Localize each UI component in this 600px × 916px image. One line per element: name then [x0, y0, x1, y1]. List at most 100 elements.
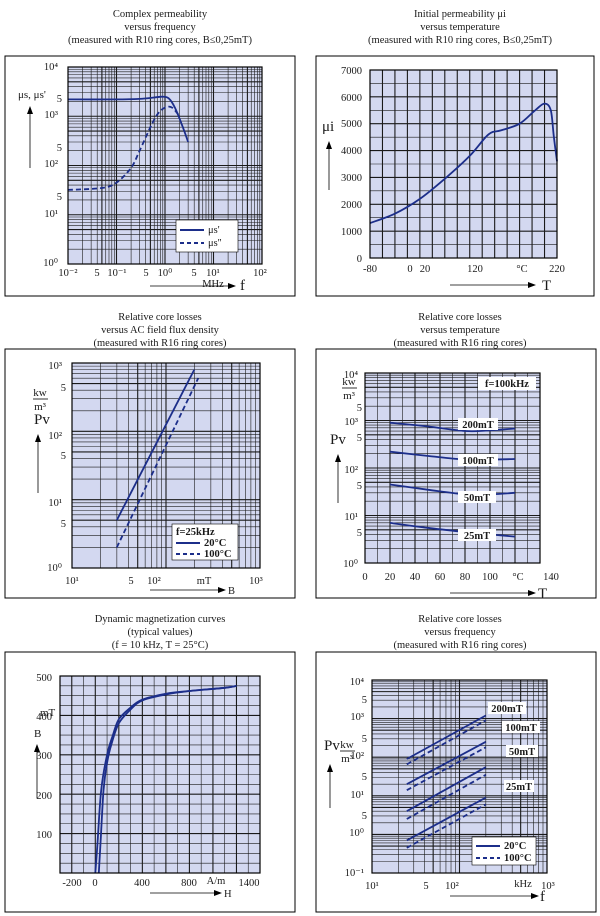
y-tick-label: 5	[357, 403, 362, 414]
series-line-0	[369, 102, 558, 224]
x-tick-label: 5	[191, 268, 196, 279]
y-tick-label: 500	[36, 673, 52, 684]
y-tick-label: 10³	[44, 110, 58, 121]
legend-label: 100°C	[504, 853, 532, 864]
x-unit-label: °C	[512, 572, 523, 583]
frequency-annotation: f=100kHz	[485, 379, 529, 390]
y-tick-label: 10⁰	[47, 562, 63, 574]
chart-title-line-1: Relative core losses	[418, 312, 501, 323]
x-axis-label: B	[228, 586, 235, 597]
y-tick-label: 10²	[350, 751, 364, 762]
chart-panel-frame	[4, 348, 296, 599]
data-curves	[115, 369, 200, 548]
y-unit-denominator: m³	[343, 390, 356, 402]
y-tick-label: 5	[61, 519, 66, 530]
legend-label: 100°C	[204, 549, 232, 560]
x-tick-label: 10⁰	[158, 267, 174, 279]
x-tick-label: 5	[94, 268, 99, 279]
chart-title-line-2: versus temperature	[420, 325, 500, 336]
chart-dynamic-magnetization: Dynamic magnetization curves (typical va…	[4, 614, 296, 913]
chart-title-line-2: (typical values)	[127, 627, 193, 638]
chart-losses-vs-frequency: Relative core losses versus frequency (m…	[315, 614, 597, 913]
series-line-4	[406, 766, 487, 812]
y-tick-label: 400	[36, 712, 52, 723]
x-tick-label: 400	[134, 878, 150, 889]
curve-label: 25mT	[506, 782, 532, 793]
chart-title-line-1: Dynamic magnetization curves	[95, 614, 226, 625]
x-tick-label: 0	[407, 264, 412, 275]
y-tick-label: 5	[357, 481, 362, 492]
y-tick-label: 3000	[341, 173, 362, 184]
y-tick-label: 10⁰	[349, 827, 365, 839]
x-tick-label: 10²	[147, 576, 161, 587]
y-unit-denominator: m³	[34, 401, 47, 413]
y-axis-label: μi	[322, 119, 334, 135]
x-tick-label: 10¹	[65, 576, 79, 587]
x-unit-label: A/m	[207, 876, 226, 887]
chart-title-line-1: Relative core losses	[418, 614, 501, 625]
y-tick-label: 0	[357, 254, 362, 265]
chart-title-line-1: Complex permeability	[113, 9, 208, 20]
x-axis-label: T	[538, 586, 547, 602]
x-tick-label: 120	[467, 264, 483, 275]
y-tick-label: 10³	[350, 712, 364, 723]
legend: μs' μs''	[175, 219, 239, 253]
chart-title-line-2: versus frequency	[124, 22, 196, 33]
x-tick-label: 1400	[239, 878, 260, 889]
data-curves	[67, 95, 189, 191]
x-tick-label: 40	[410, 572, 421, 583]
annotation-box	[478, 377, 536, 390]
x-axis-label: f	[540, 889, 545, 905]
chart-title-line-3: (f = 10 kHz, T = 25°C)	[112, 640, 209, 651]
series-line-0	[389, 421, 516, 433]
chart-panel-frame	[4, 55, 296, 297]
y-tick-label: 10⁰	[43, 257, 59, 269]
curve-label: 25mT	[464, 531, 490, 542]
data-curves	[406, 714, 487, 849]
chart-title-line-3: (measured with R16 ring cores)	[394, 640, 527, 651]
curve-label: 200mT	[491, 704, 523, 715]
x-unit-label: °C	[516, 264, 527, 275]
chart-title-line-2: versus temperature	[420, 22, 500, 33]
y-tick-label: 7000	[341, 66, 362, 77]
x-tick-label: 10³	[249, 576, 263, 587]
y-tick-label: 4000	[341, 146, 362, 157]
y-tick-label: 10³	[48, 361, 62, 372]
legend: f=25kHz 20°C 100°C	[171, 523, 239, 561]
x-unit-label: kHz	[514, 879, 532, 890]
legend-header: f=25kHz	[176, 527, 215, 538]
data-curves	[369, 102, 558, 224]
x-tick-label: 5	[143, 268, 148, 279]
y-unit-numerator: kw	[342, 376, 356, 388]
x-tick-label: 10³	[541, 881, 555, 892]
y-tick-label: 5	[61, 383, 66, 394]
series-line-3	[406, 746, 487, 791]
x-tick-label: 10⁻²	[58, 268, 77, 279]
curve-label: 100mT	[462, 456, 494, 467]
y-tick-label: 10⁰	[343, 558, 359, 570]
legend-label: μs''	[208, 238, 222, 249]
y-tick-label: 1000	[341, 227, 362, 238]
chart-title-line-3: (measured with R10 ring cores, B≤0,25mT)	[368, 35, 552, 46]
chart-losses-vs-flux: Relative core losses versus AC field flu…	[4, 312, 296, 599]
y-tick-label: 10²	[44, 159, 58, 170]
chart-title-line-2: versus AC field flux density	[101, 325, 220, 336]
grid-lines	[372, 680, 547, 873]
legend: 20°C 100°C	[471, 836, 537, 866]
y-tick-label: 10⁻¹	[345, 868, 364, 879]
y-tick-label: 5	[61, 451, 66, 462]
x-tick-label: 10²	[445, 881, 459, 892]
y-tick-label: 5	[362, 811, 367, 822]
curve-label: 200mT	[462, 420, 494, 431]
chart-title-line-3: (measured with R16 ring cores)	[394, 338, 527, 349]
y-tick-label: 10¹	[350, 790, 364, 801]
x-tick-label: 5	[128, 576, 133, 587]
series-line-0	[115, 369, 196, 521]
legend-label: μs'	[208, 225, 220, 236]
series-line-1	[406, 719, 487, 766]
curve-label: 50mT	[509, 747, 535, 758]
series-line-1	[67, 105, 181, 191]
chart-panel-frame	[315, 651, 597, 913]
y-tick-label: 10⁴	[344, 370, 359, 381]
x-tick-label: -200	[62, 878, 81, 889]
